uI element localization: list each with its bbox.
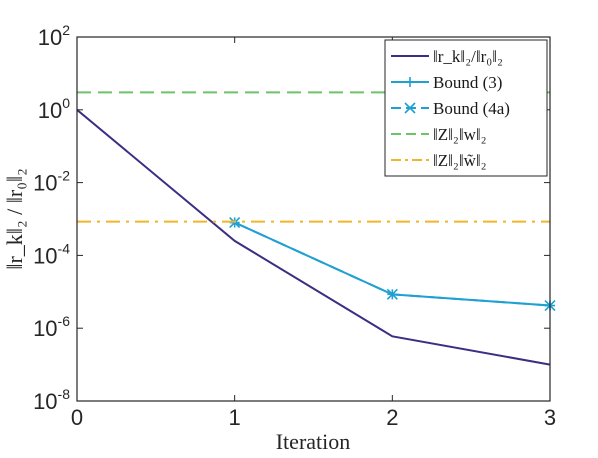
y-tick-label: 10-6	[33, 313, 70, 341]
legend-marker-1	[405, 77, 415, 87]
x-tick-label: 0	[71, 405, 83, 430]
y-tick-label: 10-8	[33, 386, 70, 414]
y-tick-label: 10-4	[33, 240, 70, 268]
x-axis-label: Iteration	[276, 429, 351, 454]
y-tick-label: 102	[38, 22, 70, 50]
x-tick-label: 2	[386, 405, 398, 430]
series-line-0	[76, 109, 551, 366]
x-axis: 0 1 2 3	[71, 37, 556, 430]
y-tick-label: 100	[38, 95, 70, 123]
plot-lines	[76, 91, 556, 366]
series-point-2	[386, 288, 398, 300]
y-axis-label: ‖r_k‖₂ / ‖r₀‖₂	[2, 168, 27, 269]
legend-marker-2	[404, 102, 416, 114]
x-tick-label: 1	[229, 405, 241, 430]
x-tick-label: 3	[544, 405, 556, 430]
y-tick-label: 10-2	[33, 168, 70, 196]
legend-label-0: ‖r_k‖₂/‖r₀‖₂	[433, 47, 503, 66]
legend-label-1: Bound (3)	[433, 73, 502, 92]
legend-label-4: ‖Z‖₂‖w̃‖₂	[433, 151, 487, 170]
legend: ‖r_k‖₂/‖r₀‖₂ Bound (3) Bound (4a) ‖Z‖₂‖w‖₂ ‖…	[384, 39, 548, 177]
y-axis: 102 100 10-2 10-4 10-6 10-8	[33, 22, 550, 414]
plot-frame	[76, 36, 551, 402]
legend-label-3: ‖Z‖₂‖w‖₂	[433, 125, 487, 144]
legend-label-2: Bound (4a)	[433, 99, 510, 118]
